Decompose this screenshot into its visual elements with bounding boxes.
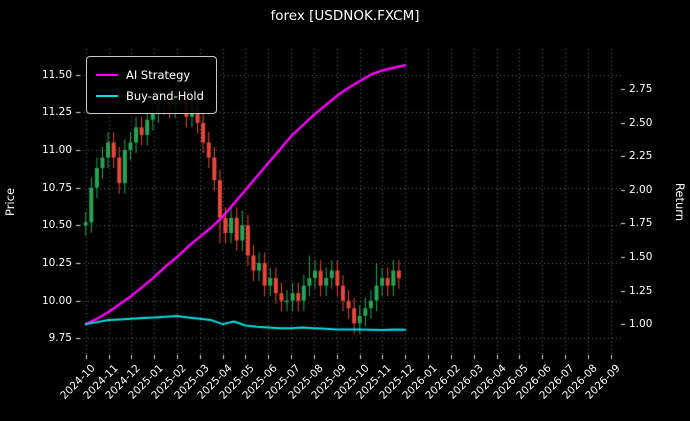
price-tick-label: 10.25: [41, 256, 72, 269]
price-tick-label: 9.75: [48, 332, 72, 345]
legend-item-buy-and-hold: Buy-and-Hold: [96, 85, 204, 106]
legend-label-ai-strategy: AI Strategy: [126, 67, 191, 82]
return-tick-label: 1.50: [629, 250, 653, 263]
return-tick-label: 2.00: [629, 183, 653, 196]
price-tick-label: 10.75: [41, 181, 72, 194]
price-tick-label: 11.00: [41, 143, 72, 156]
price-tick-label: 10.50: [41, 219, 72, 232]
price-tick-label: 11.25: [41, 106, 72, 119]
return-tick-label: 1.75: [629, 217, 653, 230]
return-tick-label: 2.50: [629, 116, 653, 129]
right-axis-label: Return: [673, 182, 687, 222]
return-tick-label: 1.00: [629, 317, 653, 330]
legend-label-buy-and-hold: Buy-and-Hold: [126, 88, 204, 103]
legend-item-ai-strategy: AI Strategy: [96, 64, 204, 85]
chart-legend: AI Strategy Buy-and-Hold: [86, 56, 217, 114]
return-tick-label: 2.75: [629, 83, 653, 95]
price-tick-label: 10.00: [41, 294, 72, 307]
return-tick-label: 2.25: [629, 150, 653, 163]
return-tick-label: 1.25: [629, 284, 653, 297]
price-tick-label: 11.50: [41, 68, 72, 81]
left-axis-label: Price: [3, 187, 17, 217]
buy-and-hold-line-swatch: [96, 94, 118, 97]
ai-strategy-line-swatch: [96, 73, 118, 76]
